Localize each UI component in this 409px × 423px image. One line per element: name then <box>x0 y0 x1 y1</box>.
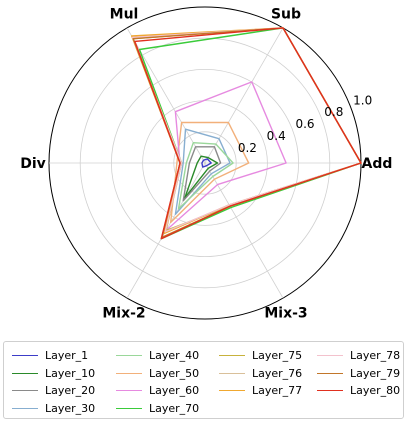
legend-label: Layer_79 <box>350 366 401 380</box>
legend-swatch <box>116 355 142 357</box>
legend-item: Layer_76 <box>219 365 302 383</box>
legend-label: Layer_40 <box>149 349 200 363</box>
legend: Layer_1 Layer_10 Layer_20 Layer_30 Layer_40 L… <box>3 341 404 419</box>
legend-label: Layer_50 <box>149 366 200 380</box>
legend-swatch <box>12 407 38 409</box>
legend-item: Layer_78 <box>317 347 400 365</box>
legend-label: Layer_70 <box>149 401 200 415</box>
radar-series <box>130 27 362 240</box>
legend-label: Layer_30 <box>45 401 96 415</box>
axis-label-add: Add <box>362 156 393 172</box>
legend-item: Layer_1 <box>12 347 95 365</box>
series-layer-20 <box>182 146 222 202</box>
legend-swatch <box>116 390 142 392</box>
legend-label: Layer_80 <box>350 384 401 398</box>
spoke-mix-3 <box>204 162 284 299</box>
legend-swatch <box>317 372 343 374</box>
legend-item: Layer_20 <box>12 382 95 400</box>
axis-label-mul: Mul <box>110 7 139 23</box>
spoke-sub <box>204 27 284 164</box>
radar-grid <box>48 6 362 320</box>
series-layer-30 <box>174 128 231 216</box>
legend-item: Layer_60 <box>116 382 199 400</box>
series-layer-50 <box>169 121 250 224</box>
axis-label-div: Div <box>20 156 46 172</box>
legend-column: Layer_75 Layer_76 Layer_77 <box>219 347 302 400</box>
legend-swatch <box>219 372 245 374</box>
legend-swatch <box>12 355 38 357</box>
legend-label: Layer_1 <box>45 349 89 363</box>
series-layer-10 <box>183 155 219 199</box>
axis-label-mix-3: Mix-3 <box>264 305 307 321</box>
legend-item: Layer_30 <box>12 400 95 418</box>
legend-label: Layer_75 <box>252 349 303 363</box>
legend-item: Layer_50 <box>116 365 199 383</box>
legend-label: Layer_10 <box>45 366 96 380</box>
legend-item: Layer_80 <box>317 382 400 400</box>
rtick-label: 0.4 <box>267 129 286 143</box>
legend-item: Layer_75 <box>219 347 302 365</box>
legend-swatch <box>317 390 343 392</box>
legend-label: Layer_20 <box>45 384 96 398</box>
legend-swatch <box>116 407 142 409</box>
legend-item: Layer_70 <box>116 400 199 418</box>
legend-label: Layer_60 <box>149 384 200 398</box>
series-layer-79 <box>132 27 362 239</box>
legend-item: Layer_40 <box>116 347 199 365</box>
legend-swatch <box>219 390 245 392</box>
legend-column: Layer_1 Layer_10 Layer_20 Layer_30 <box>12 347 95 417</box>
rtick-label: 1.0 <box>353 93 372 107</box>
radar-chart: 0.2 0.4 0.6 0.8 1.0 Add Sub Mul Div Mix-2 Mix-3 <box>20 6 392 322</box>
legend-swatch <box>12 390 38 392</box>
radar-labels: 0.2 0.4 0.6 0.8 1.0 Add Sub Mul Div Mix-2 Mix-3 <box>20 7 392 322</box>
legend-swatch <box>317 355 343 357</box>
rtick-label: 0.8 <box>324 105 343 119</box>
legend-item: Layer_79 <box>317 365 400 383</box>
legend-label: Layer_77 <box>252 384 303 398</box>
axis-label-mix-2: Mix-2 <box>102 305 145 321</box>
rtick-label: 0.6 <box>295 117 314 131</box>
legend-column: Layer_40 Layer_50 Layer_60 Layer_70 <box>116 347 199 417</box>
series-layer-80 <box>134 27 362 240</box>
legend-label: Layer_76 <box>252 366 303 380</box>
series-layer-40 <box>177 141 234 210</box>
legend-label: Layer_78 <box>350 349 401 363</box>
legend-swatch <box>116 372 142 374</box>
legend-swatch <box>12 372 38 374</box>
series-layer-1 <box>201 158 212 168</box>
rtick-label: 0.2 <box>238 141 257 155</box>
legend-item: Layer_10 <box>12 365 95 383</box>
axis-label-sub: Sub <box>271 7 301 23</box>
legend-swatch <box>219 355 245 357</box>
legend-item: Layer_77 <box>219 382 302 400</box>
legend-column: Layer_78 Layer_79 Layer_80 <box>317 347 400 400</box>
